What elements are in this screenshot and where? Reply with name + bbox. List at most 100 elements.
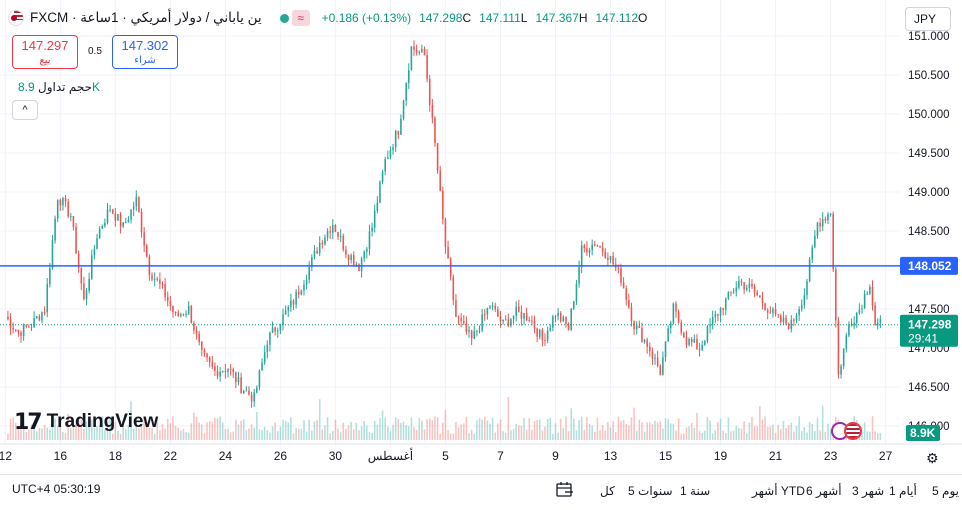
- candle-body: [185, 313, 187, 316]
- settings-gear-icon[interactable]: ⚙: [926, 450, 939, 466]
- range-option[interactable]: يوم 5: [932, 484, 959, 498]
- volume-bar: [303, 420, 305, 440]
- candle-body: [866, 293, 869, 295]
- candle-body: [685, 337, 688, 345]
- volume-bar: [738, 427, 740, 440]
- candle-body: [541, 329, 544, 340]
- range-option[interactable]: أيام 1: [889, 484, 917, 498]
- volume-bar: [722, 430, 724, 440]
- candle-body: [738, 280, 740, 288]
- timezone-clock[interactable]: UTC+4 05:30:19: [12, 482, 101, 496]
- y-tick-label: 146.500: [908, 382, 950, 394]
- buy-button[interactable]: 147.302 شراء: [112, 35, 178, 69]
- candle-body: [324, 237, 326, 245]
- volume-bar: [25, 431, 28, 440]
- volume-bar: [140, 423, 143, 440]
- candle-body: [748, 283, 751, 288]
- volume-bar: [256, 411, 258, 440]
- wave-icon[interactable]: ≈: [291, 10, 310, 26]
- volume-bar: [214, 417, 216, 440]
- candle-body: [567, 324, 570, 330]
- candle-body: [334, 225, 337, 233]
- candle-body: [724, 298, 727, 310]
- collapse-icon[interactable]: ^: [12, 100, 38, 120]
- candle-body: [439, 170, 441, 191]
- volume-bar: [159, 430, 161, 440]
- candle-body: [117, 213, 119, 221]
- volume-bar: [318, 399, 321, 440]
- volume-bar: [151, 428, 153, 440]
- volume-bar: [811, 423, 814, 440]
- candle-body: [219, 372, 221, 377]
- range-option[interactable]: 1 سنة: [680, 484, 711, 498]
- volume-bar: [407, 426, 410, 440]
- candle-body: [75, 226, 77, 254]
- volume-bar: [570, 408, 572, 440]
- volume-bar: [748, 422, 751, 440]
- volume-bar: [7, 433, 9, 440]
- candle-body: [562, 317, 565, 322]
- volume-bar: [690, 423, 693, 440]
- x-tick-label: 23: [824, 449, 838, 463]
- x-tick-label: 18: [109, 449, 123, 463]
- volume-bar: [169, 423, 172, 440]
- volume-bar: [127, 425, 130, 440]
- candle-body: [261, 362, 263, 371]
- buy-price: 147.302: [121, 38, 169, 53]
- candle-body: [583, 245, 586, 249]
- range-option[interactable]: شهر 3: [852, 484, 885, 498]
- volume-bar: [153, 433, 156, 440]
- candle-body: [460, 318, 462, 321]
- tradingview-logo[interactable]: 17 TradingView: [14, 410, 158, 435]
- candle-body: [436, 143, 439, 171]
- volume-bar: [245, 430, 248, 440]
- volume-bar: [787, 425, 790, 440]
- candle-body: [510, 319, 512, 326]
- range-option[interactable]: كل: [600, 484, 615, 498]
- volume-bar: [250, 424, 253, 440]
- candle-body: [279, 324, 282, 331]
- candle-body: [12, 327, 14, 330]
- calendar-icon[interactable]: [556, 481, 574, 497]
- volume-bar: [224, 429, 227, 440]
- volume-bar: [368, 431, 371, 440]
- sell-button[interactable]: 147.297 بيع: [12, 35, 78, 69]
- candle-body: [282, 314, 284, 325]
- us-event-icon[interactable]: [844, 422, 862, 440]
- volume-bar: [49, 429, 51, 440]
- volume-bar: [680, 433, 683, 440]
- volume-bar: [208, 421, 211, 440]
- volume-bar: [33, 427, 35, 440]
- volume-bar: [740, 428, 743, 440]
- candle-body: [418, 51, 421, 53]
- candle-body: [153, 278, 156, 280]
- symbol-title[interactable]: ين ياباني / دولار أمريكي · 1ساعة · FXCM: [30, 10, 262, 25]
- range-option[interactable]: أشهر YTD: [752, 484, 805, 498]
- range-option[interactable]: 5 سنوات: [628, 484, 673, 498]
- x-tick-label: 5: [442, 449, 449, 463]
- volume-tag: [906, 425, 940, 441]
- volume-bar: [287, 422, 290, 440]
- volume-bar: [518, 425, 520, 440]
- candle-body: [352, 255, 355, 266]
- currency-button[interactable]: JPY: [905, 7, 951, 31]
- range-option[interactable]: أشهر 6: [806, 484, 842, 498]
- candle-body: [609, 256, 612, 260]
- volume-bar: [745, 433, 748, 440]
- volume-bar: [185, 432, 187, 440]
- candle-body: [119, 213, 122, 227]
- volume-bar: [258, 429, 261, 440]
- volume-bar: [515, 423, 517, 440]
- volume-bar: [342, 422, 345, 440]
- candle-body: [573, 301, 575, 309]
- candle-body: [664, 341, 667, 358]
- hline-price-tag: [900, 256, 958, 275]
- candle-body: [473, 331, 476, 339]
- volume-bar: [709, 420, 711, 440]
- candle-body: [677, 311, 680, 323]
- volume-bar: [465, 416, 468, 440]
- candle-body: [620, 268, 622, 283]
- candle-body: [819, 222, 821, 227]
- candle-body: [442, 190, 444, 220]
